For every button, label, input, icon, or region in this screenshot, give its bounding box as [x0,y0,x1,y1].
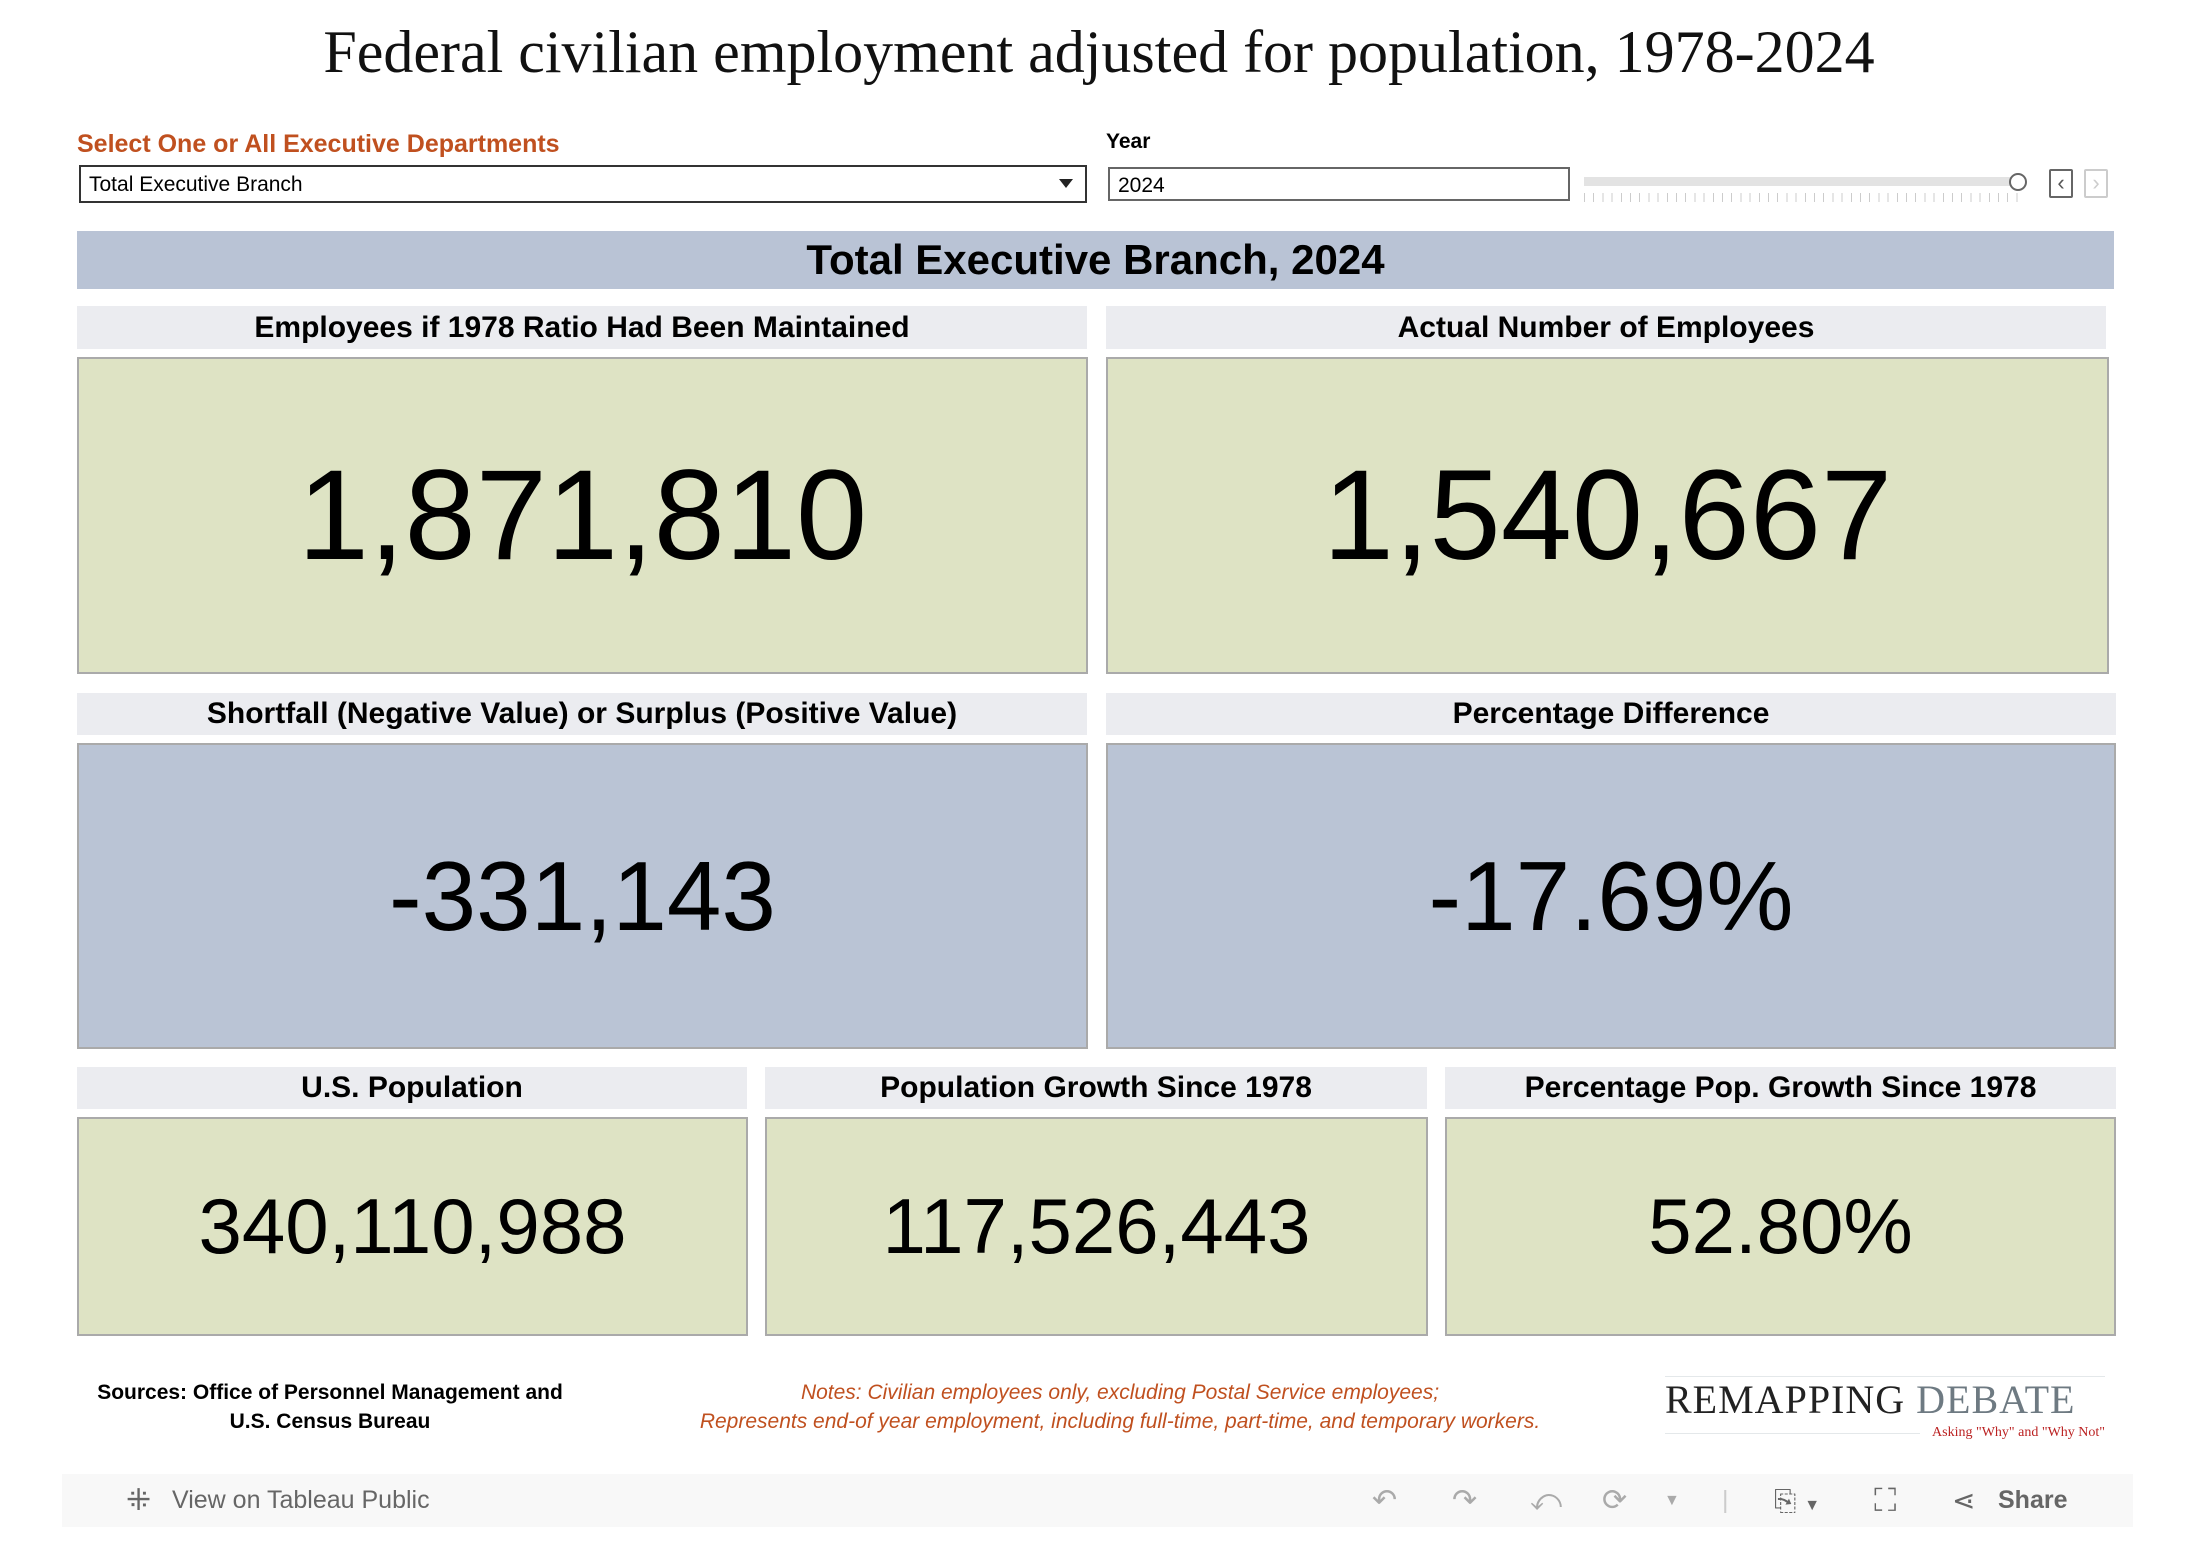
metric-value: 1,871,810 [297,444,868,587]
fullscreen-icon[interactable]: ⛶ [1874,1482,1897,1518]
sources-line: Sources: Office of Personnel Management … [97,1381,563,1404]
view-on-tableau-link[interactable]: View on Tableau Public [172,1486,430,1514]
page-title: Federal civilian employment adjusted for… [323,19,1875,85]
metric-value: 340,110,988 [198,1182,627,1270]
logo-tagline: Asking "Why" and "Why Not" [1932,1425,2105,1440]
metric-label: Population Growth Since 1978 [765,1067,1427,1109]
revert-icon[interactable]: ⤺ [1530,1484,1563,1517]
metric-value: 52.80% [1648,1182,1913,1270]
next-year-button[interactable]: › [2084,169,2108,198]
download-icon[interactable]: ⎘ ▼ [1774,1485,1821,1516]
share-icon[interactable]: ⋖ [1952,1485,1976,1516]
tableau-toolbar: ⁜ View on Tableau Public ↶ ↷ ⤺ ⟳ ▼ | ⎘ ▼… [62,1474,2133,1527]
metric-value: 117,526,443 [882,1182,1311,1270]
notes: Notes: Civilian employees only, excludin… [620,1378,1620,1436]
metric-label: Shortfall (Negative Value) or Surplus (P… [77,693,1087,735]
slider-ticks [1584,193,2019,202]
metric-label: Percentage Pop. Growth Since 1978 [1445,1067,2116,1109]
metric-label: Actual Number of Employees [1106,306,2106,349]
year-label: Year [1106,130,1151,153]
share-button[interactable]: Share [1998,1486,2068,1514]
metric-value: -17.69% [1428,840,1794,951]
metric-card: 1,871,810 [77,357,1088,674]
year-slider[interactable] [1584,177,2019,186]
logo-text: DEBATE [1916,1377,2076,1422]
metric-label: Percentage Difference [1106,693,2116,735]
sources-note: Sources: Office of Personnel Management … [60,1378,600,1436]
metric-card: 340,110,988 [77,1117,748,1336]
metric-label: Employees if 1978 Ratio Had Been Maintai… [77,306,1087,349]
slider-handle[interactable] [2009,173,2027,191]
metric-card: 52.80% [1445,1117,2116,1336]
notes-line: Notes: Civilian employees only, excludin… [800,1381,1440,1404]
metric-card: 1,540,667 [1106,357,2109,674]
notes-line: Represents end-of year employment, inclu… [699,1410,1541,1433]
metric-value: 1,540,667 [1322,444,1893,587]
metric-card: -331,143 [77,743,1088,1049]
metric-card: -17.69% [1106,743,2116,1049]
refresh-icon[interactable]: ⟳ [1602,1484,1628,1517]
section-header: Total Executive Branch, 2024 [77,231,2114,289]
remapping-debate-logo: REMAPPING DEBATE Asking "Why" and "Why N… [1665,1376,2105,1444]
department-value: Total Executive Branch [89,173,303,196]
undo-icon[interactable]: ↶ [1372,1484,1398,1517]
logo-text: REMAPPING [1665,1377,1906,1422]
tableau-icon: ⁜ [126,1484,152,1517]
toolbar-divider: | [1722,1486,1729,1514]
logo-rule [1665,1433,1920,1434]
redo-icon[interactable]: ↷ [1452,1484,1478,1517]
chevron-down-icon[interactable]: ▼ [1664,1492,1680,1509]
metric-card: 117,526,443 [765,1117,1428,1336]
sources-line: U.S. Census Bureau [229,1410,431,1433]
previous-year-button[interactable]: ‹ [2049,169,2073,198]
metric-value: -331,143 [389,840,776,951]
chevron-down-icon [1059,179,1073,188]
department-label: Select One or All Executive Departments [77,130,560,158]
metric-label: U.S. Population [77,1067,747,1109]
year-input[interactable]: 2024 [1108,167,1570,201]
department-dropdown[interactable]: Total Executive Branch [79,165,1087,203]
